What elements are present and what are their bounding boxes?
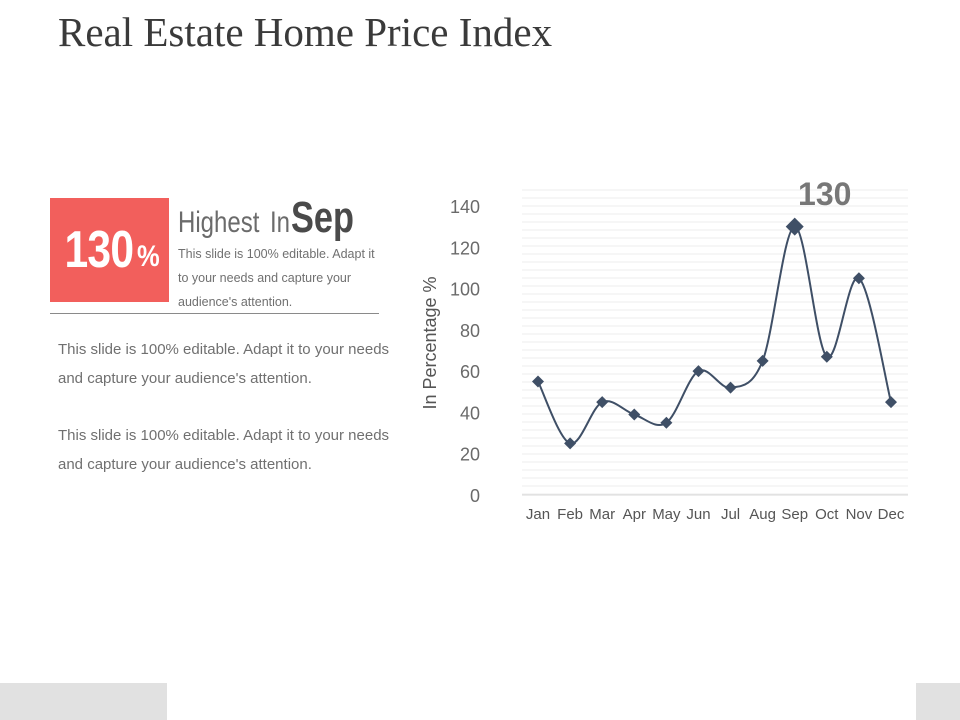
x-tick-label: Jul xyxy=(721,506,740,523)
x-tick-label: Mar xyxy=(589,506,615,523)
x-tick-label: Feb xyxy=(557,506,583,523)
y-tick-label: 80 xyxy=(460,321,480,341)
x-tick-label: Oct xyxy=(815,506,839,523)
data-point xyxy=(564,437,577,450)
highlight-in: In xyxy=(269,206,290,239)
paragraph-1: This slide is 100% editable. Adapt it to… xyxy=(58,341,390,387)
paragraph-2: This slide is 100% editable. Adapt it to… xyxy=(58,427,390,473)
highlight-text: This slide is 100% editable. Adapt it to… xyxy=(178,247,375,309)
y-tick-label: 60 xyxy=(460,362,480,382)
data-point xyxy=(532,375,544,388)
x-tick-label: Jan xyxy=(526,506,550,523)
x-tick-label: Apr xyxy=(623,506,646,523)
divider xyxy=(50,313,379,314)
highlight-heading: Highest InSep xyxy=(178,196,383,240)
page-title: Real Estate Home Price Index xyxy=(58,9,553,55)
data-point xyxy=(820,350,833,363)
footer-bar-left xyxy=(0,683,167,720)
x-tick-label: Jun xyxy=(686,506,710,523)
line-chart: 0 20 40 60 80 100 120 140 In Percentage % Jan Feb M… xyxy=(420,176,908,523)
data-point xyxy=(852,272,865,285)
data-point xyxy=(692,365,705,378)
data-point xyxy=(724,381,737,394)
y-tick-label: 0 xyxy=(470,486,480,506)
highlight-month: Sep xyxy=(290,193,354,242)
series-line xyxy=(537,225,892,445)
x-tick-label: Nov xyxy=(846,506,873,523)
x-tick-label: Dec xyxy=(878,506,905,523)
y-tick-label: 120 xyxy=(450,238,480,258)
data-point xyxy=(628,408,641,421)
highlight-word: Highest xyxy=(178,206,260,239)
x-tick-label: Sep xyxy=(781,506,808,523)
stat-badge: 130% xyxy=(50,198,169,302)
y-tick-label: 20 xyxy=(460,445,480,465)
y-tick-label: 40 xyxy=(460,403,480,423)
x-tick-label: May xyxy=(652,506,681,523)
y-tick-label: 140 xyxy=(450,197,480,217)
x-tick-label: Aug xyxy=(749,506,776,523)
data-point xyxy=(785,217,804,236)
data-point xyxy=(756,354,769,367)
annotation-label: 130 xyxy=(798,176,851,212)
badge-value: 130 xyxy=(64,221,135,279)
highlight-block: Highest InSep This slide is 100% editable… xyxy=(178,196,383,314)
data-point xyxy=(596,396,609,409)
y-axis-title: In Percentage % xyxy=(420,276,440,409)
footer-bar-right xyxy=(916,683,960,720)
data-point xyxy=(660,416,673,429)
badge-unit: % xyxy=(137,240,160,273)
y-tick-label: 100 xyxy=(450,280,480,300)
data-point xyxy=(885,396,897,409)
